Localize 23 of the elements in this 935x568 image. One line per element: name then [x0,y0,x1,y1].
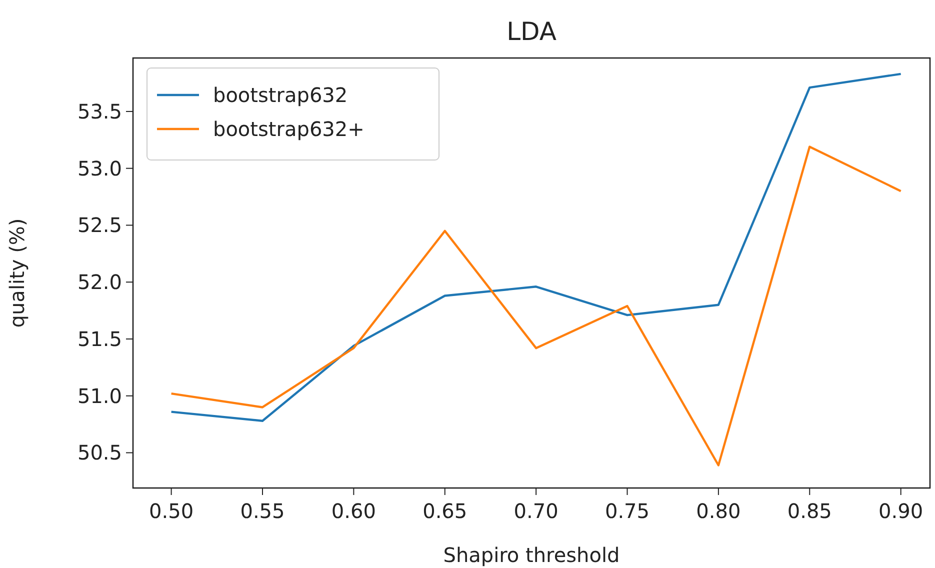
y-tick-label: 52.5 [77,213,122,238]
y-tick-label: 53.0 [77,156,122,180]
x-tick-label: 0.70 [514,499,558,523]
x-tick-label: 0.80 [696,499,741,523]
legend-label: bootstrap632 [213,83,348,107]
y-tick-label: 53.5 [77,99,122,124]
x-tick-label: 0.50 [149,499,194,523]
chart-title: LDA [506,17,556,46]
x-tick-label: 0.55 [240,499,285,523]
y-tick-label: 50.5 [77,440,122,465]
x-tick-label: 0.85 [787,499,832,523]
y-tick-label: 51.0 [77,384,122,408]
line-series [170,72,902,422]
line-series [170,146,902,466]
x-axis-title: Shapiro threshold [443,543,620,567]
y-tick-label: 52.0 [77,270,122,294]
y-tick-label: 51.5 [77,326,122,351]
legend-label: bootstrap632+ [213,117,364,141]
y-axis-title: quality (%) [5,218,29,328]
x-tick-label: 0.65 [422,499,468,523]
x-tick-label: 0.60 [331,499,376,523]
x-tick-label: 0.90 [878,499,924,523]
x-tick-label: 0.75 [604,499,650,523]
